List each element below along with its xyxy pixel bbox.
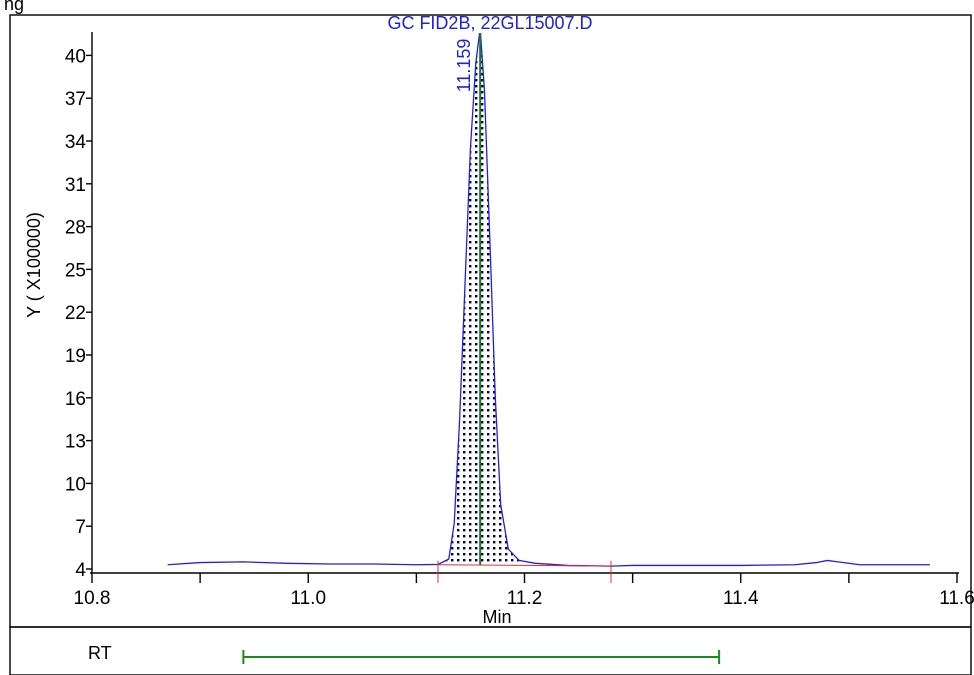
rt-row-label: RT bbox=[88, 643, 112, 663]
y-tick-label: 22 bbox=[65, 303, 86, 324]
y-tick-label: 28 bbox=[65, 218, 86, 239]
y-tick-label: 7 bbox=[75, 517, 86, 538]
peak-rt-label: 11.159 bbox=[454, 39, 474, 93]
y-tick-label: 19 bbox=[65, 346, 86, 367]
y-tick-label: 34 bbox=[65, 132, 87, 153]
chromatogram-trace bbox=[167, 33, 930, 567]
y-tick-label: 40 bbox=[65, 46, 86, 67]
y-tick-label: 25 bbox=[65, 260, 86, 281]
clipped-header-text: ng bbox=[4, 0, 24, 14]
y-tick-label: 4 bbox=[75, 560, 86, 581]
y-tick-label: 10 bbox=[65, 474, 86, 495]
y-tick-label: 37 bbox=[65, 89, 86, 110]
y-tick-label: 16 bbox=[65, 389, 86, 410]
peak-integration-area bbox=[438, 33, 611, 567]
y-tick-label: 13 bbox=[65, 432, 86, 453]
chart-title: GC FID2B, 22GL15007.D bbox=[387, 13, 592, 33]
rt-panel-frame bbox=[9, 626, 972, 675]
x-tick-label: 11.6 bbox=[939, 588, 974, 609]
x-tick-label: 11.4 bbox=[723, 588, 759, 609]
y-tick-label: 31 bbox=[65, 175, 86, 196]
y-axis-title: Y ( X100000) bbox=[24, 212, 44, 318]
x-tick-label: 11.0 bbox=[290, 588, 326, 609]
x-tick-label: 11.2 bbox=[507, 588, 543, 609]
integration-baseline bbox=[437, 564, 612, 567]
x-axis-title: Min bbox=[482, 607, 511, 627]
x-tick-label: 10.8 bbox=[74, 588, 111, 609]
